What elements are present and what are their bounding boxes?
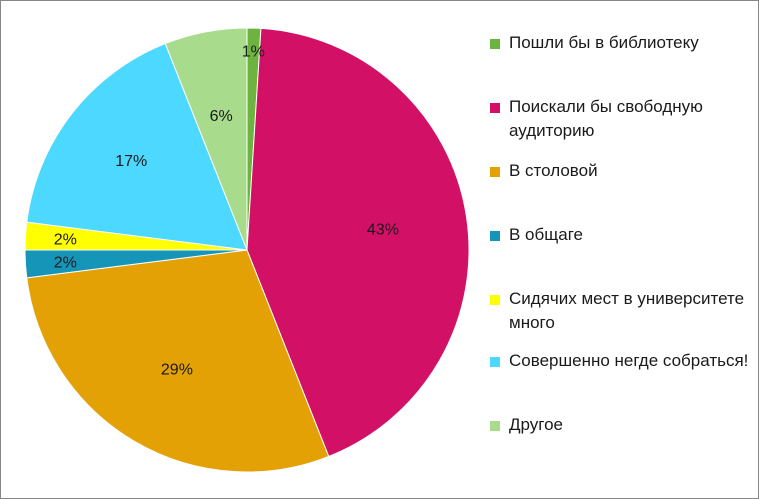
- legend-swatch-dorm: [490, 231, 500, 241]
- data-label-free-auditorium: 43%: [367, 221, 399, 238]
- legend-label-library: Пошли бы в библиотеку: [509, 33, 699, 52]
- legend-label-canteen: В столовой: [509, 161, 598, 180]
- legend-swatch-canteen: [490, 167, 500, 177]
- legend-label-many-seats: Сидячих мест в университете много: [509, 289, 745, 332]
- legend-label-dorm: В общаге: [509, 225, 583, 244]
- data-label-other: 6%: [210, 108, 233, 125]
- pie-slice-other: [164, 27, 248, 251]
- data-label-many-seats: 2%: [54, 232, 77, 249]
- legend-swatch-other: [490, 421, 500, 431]
- legend-label-other: Другое: [509, 415, 564, 434]
- data-label-library: 1%: [242, 43, 265, 60]
- pie-slice-nowhere: [26, 42, 248, 251]
- legend-swatch-many-seats: [490, 295, 500, 305]
- data-label-dorm: 2%: [54, 254, 77, 271]
- data-label-nowhere: 17%: [115, 153, 147, 170]
- data-label-canteen: 29%: [161, 361, 193, 378]
- legend-swatch-free-auditorium: [490, 103, 500, 113]
- pie-slice-canteen: [26, 249, 330, 473]
- legend-swatch-library: [490, 39, 500, 49]
- pie-slice-free-auditorium: [246, 27, 470, 458]
- legend-swatch-nowhere: [490, 357, 500, 367]
- legend-label-free-auditorium: Поискали бы свободную аудиторию: [509, 97, 703, 140]
- legend-label-nowhere: Совершенно негде собраться!: [509, 351, 749, 370]
